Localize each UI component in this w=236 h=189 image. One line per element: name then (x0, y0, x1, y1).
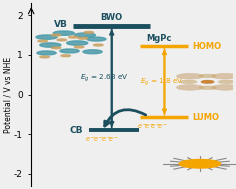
Circle shape (179, 160, 221, 168)
Y-axis label: Potential / V vs NHE: Potential / V vs NHE (4, 57, 13, 132)
Text: CB: CB (69, 126, 83, 135)
Text: $e^-$: $e^-$ (101, 135, 111, 144)
Circle shape (74, 46, 84, 48)
Text: BWO: BWO (101, 13, 123, 22)
Circle shape (202, 81, 214, 83)
Circle shape (177, 74, 203, 79)
Text: $E_g$ = 1.8 eV: $E_g$ = 1.8 eV (140, 76, 183, 88)
Circle shape (199, 86, 216, 90)
Circle shape (40, 56, 49, 58)
Circle shape (199, 74, 216, 78)
Circle shape (180, 80, 197, 84)
Text: LUMO: LUMO (192, 113, 219, 122)
Circle shape (87, 37, 106, 41)
Circle shape (84, 31, 93, 33)
Circle shape (57, 39, 67, 41)
Circle shape (74, 33, 95, 37)
Text: $e^-$: $e^-$ (108, 135, 119, 144)
Text: $e^-$: $e^-$ (157, 123, 168, 132)
Circle shape (212, 85, 236, 90)
Circle shape (37, 51, 56, 55)
Circle shape (53, 31, 74, 35)
Circle shape (36, 35, 57, 39)
Circle shape (177, 85, 203, 90)
Text: MgPc: MgPc (146, 34, 172, 43)
Text: $e^-$: $e^-$ (151, 123, 161, 132)
Circle shape (212, 74, 236, 79)
Circle shape (61, 55, 71, 57)
Circle shape (83, 50, 102, 54)
Text: $e^-$: $e^-$ (144, 123, 155, 132)
Circle shape (69, 36, 78, 38)
Circle shape (93, 44, 103, 46)
Text: VB: VB (54, 20, 68, 29)
Circle shape (40, 43, 61, 47)
Text: $E_g$ = 2.63 eV: $E_g$ = 2.63 eV (80, 73, 128, 84)
Text: $e^-$: $e^-$ (93, 135, 104, 144)
Circle shape (51, 47, 61, 49)
Text: HOMO: HOMO (192, 42, 221, 51)
Text: $e^-$: $e^-$ (85, 135, 96, 144)
Circle shape (51, 34, 61, 36)
Text: $e^-$: $e^-$ (137, 123, 148, 132)
Circle shape (60, 49, 79, 53)
Circle shape (67, 41, 88, 45)
Circle shape (78, 37, 88, 39)
Circle shape (218, 80, 235, 84)
Circle shape (38, 40, 47, 42)
